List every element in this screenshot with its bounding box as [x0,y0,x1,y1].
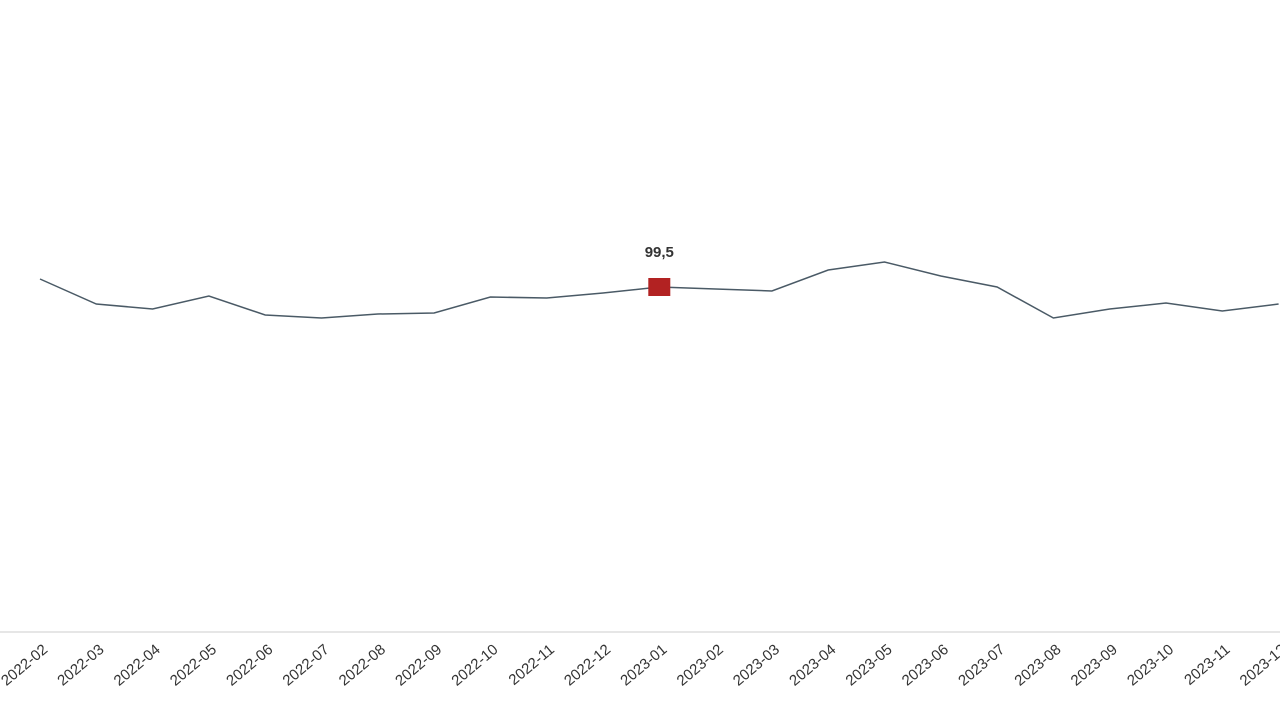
x-tick-label: 2023-04 [786,641,839,689]
x-tick-label: 2023-11 [1181,641,1233,689]
x-tick-label: 2023-01 [617,641,670,689]
point-marker [648,278,671,296]
x-tick-label: 2023-09 [1068,641,1121,689]
x-tick-label: 2022-04 [111,641,164,689]
x-tick-label: 2022-07 [280,641,333,689]
x-tick-label: 2023-06 [899,641,952,689]
x-tick-label: 2023-02 [674,641,727,689]
x-tick-label: 2022-06 [223,641,276,689]
x-tick-label: 2022-08 [336,641,389,689]
x-tick-label: 2022-09 [392,641,445,689]
x-tick-label: 2022-02 [0,641,51,689]
x-tick-label: 2023-12 [1237,641,1280,689]
x-tick-label: 2023-03 [730,641,783,689]
x-tick-label: 2022-03 [54,641,107,689]
x-tick-label: 2022-12 [561,641,614,689]
value-label: 99,5 [645,244,674,261]
x-tick-label: 2022-11 [506,641,558,689]
x-tick-label: 2023-07 [955,641,1008,689]
x-tick-label: 2022-05 [167,641,220,689]
x-tick-label: 2022-10 [448,641,501,689]
x-tick-label: 2023-10 [1124,641,1177,689]
x-tick-label: 2023-05 [843,641,896,689]
x-tick-label: 2023-08 [1011,641,1064,689]
